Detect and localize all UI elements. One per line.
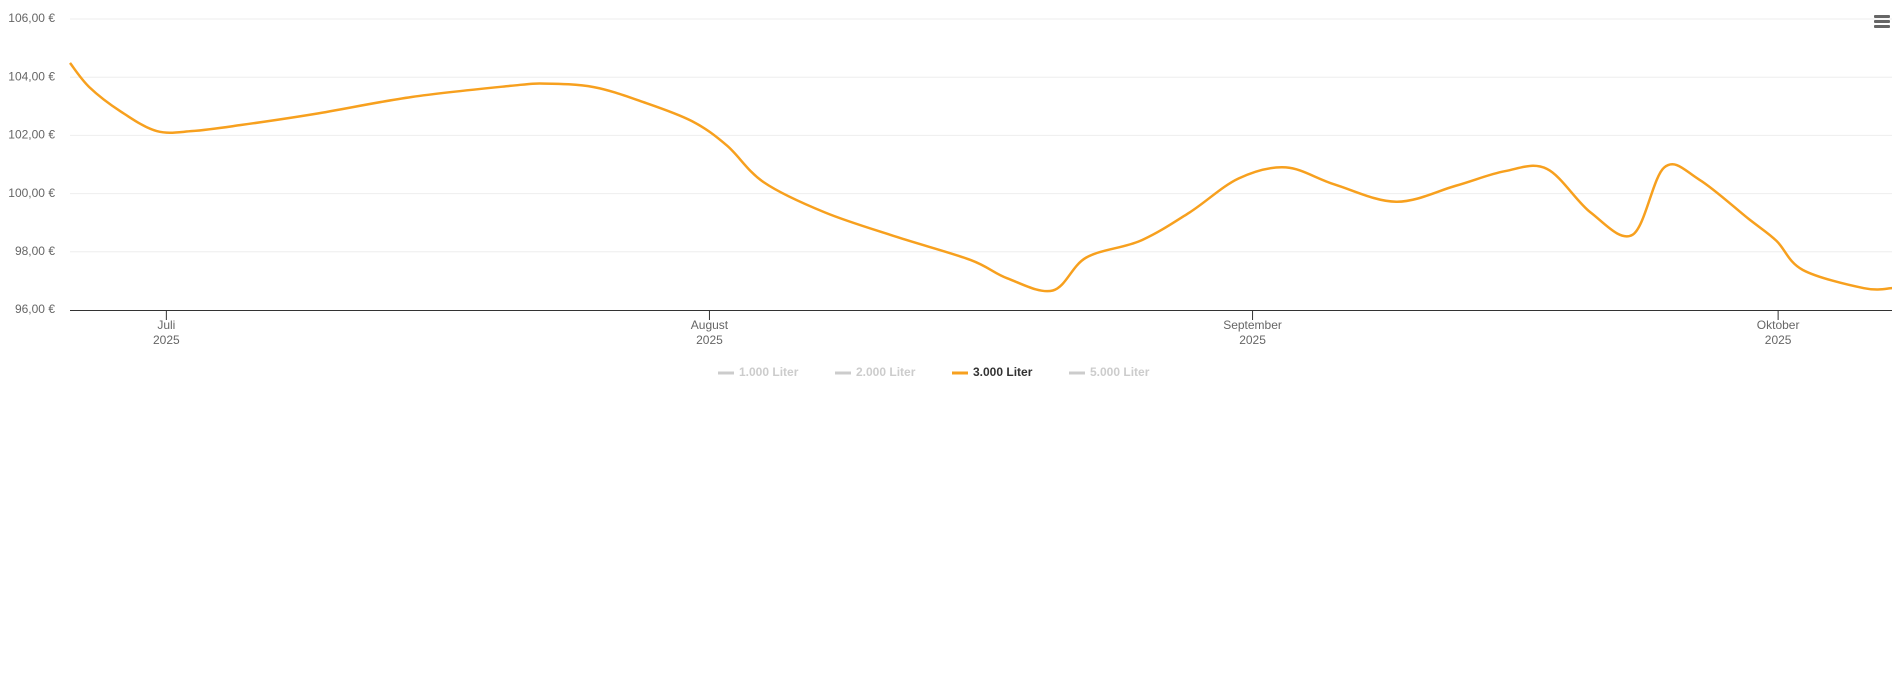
x-tick-label: 2025 [696,333,723,347]
legend-label: 2.000 Liter [856,365,916,379]
menu-bar [1874,20,1890,23]
legend-item[interactable]: 2.000 Liter [835,365,916,379]
price-line [69,62,1893,293]
legend-label: 1.000 Liter [739,365,799,379]
y-tick-label: 104,00 € [8,69,55,83]
x-tick-label: Juli [157,318,175,332]
x-tick-label: September [1223,318,1282,332]
y-tick-label: 96,00 € [15,302,55,316]
y-tick-label: 106,00 € [8,11,55,25]
menu-bar [1874,15,1890,18]
legend-item[interactable]: 5.000 Liter [1069,365,1150,379]
legend-label: 5.000 Liter [1090,365,1150,379]
menu-button[interactable] [1874,15,1890,28]
y-tick-label: 102,00 € [8,128,55,142]
x-tick-label: 2025 [153,333,180,347]
legend: 1.000 Liter 2.000 Liter 3.000 Liter 5.000 L… [718,365,1150,379]
x-tick-label: August [691,318,729,332]
legend-item[interactable]: 3.000 Liter [952,365,1033,379]
x-tick-label: 2025 [1239,333,1266,347]
menu-bar [1874,25,1890,28]
y-tick-label: 98,00 € [15,244,55,258]
legend-label: 3.000 Liter [973,365,1033,379]
x-tick-label: 2025 [1765,333,1792,347]
y-tick-label: 100,00 € [8,186,55,200]
legend-item[interactable]: 1.000 Liter [718,365,799,379]
x-tick-label: Oktober [1757,318,1800,332]
